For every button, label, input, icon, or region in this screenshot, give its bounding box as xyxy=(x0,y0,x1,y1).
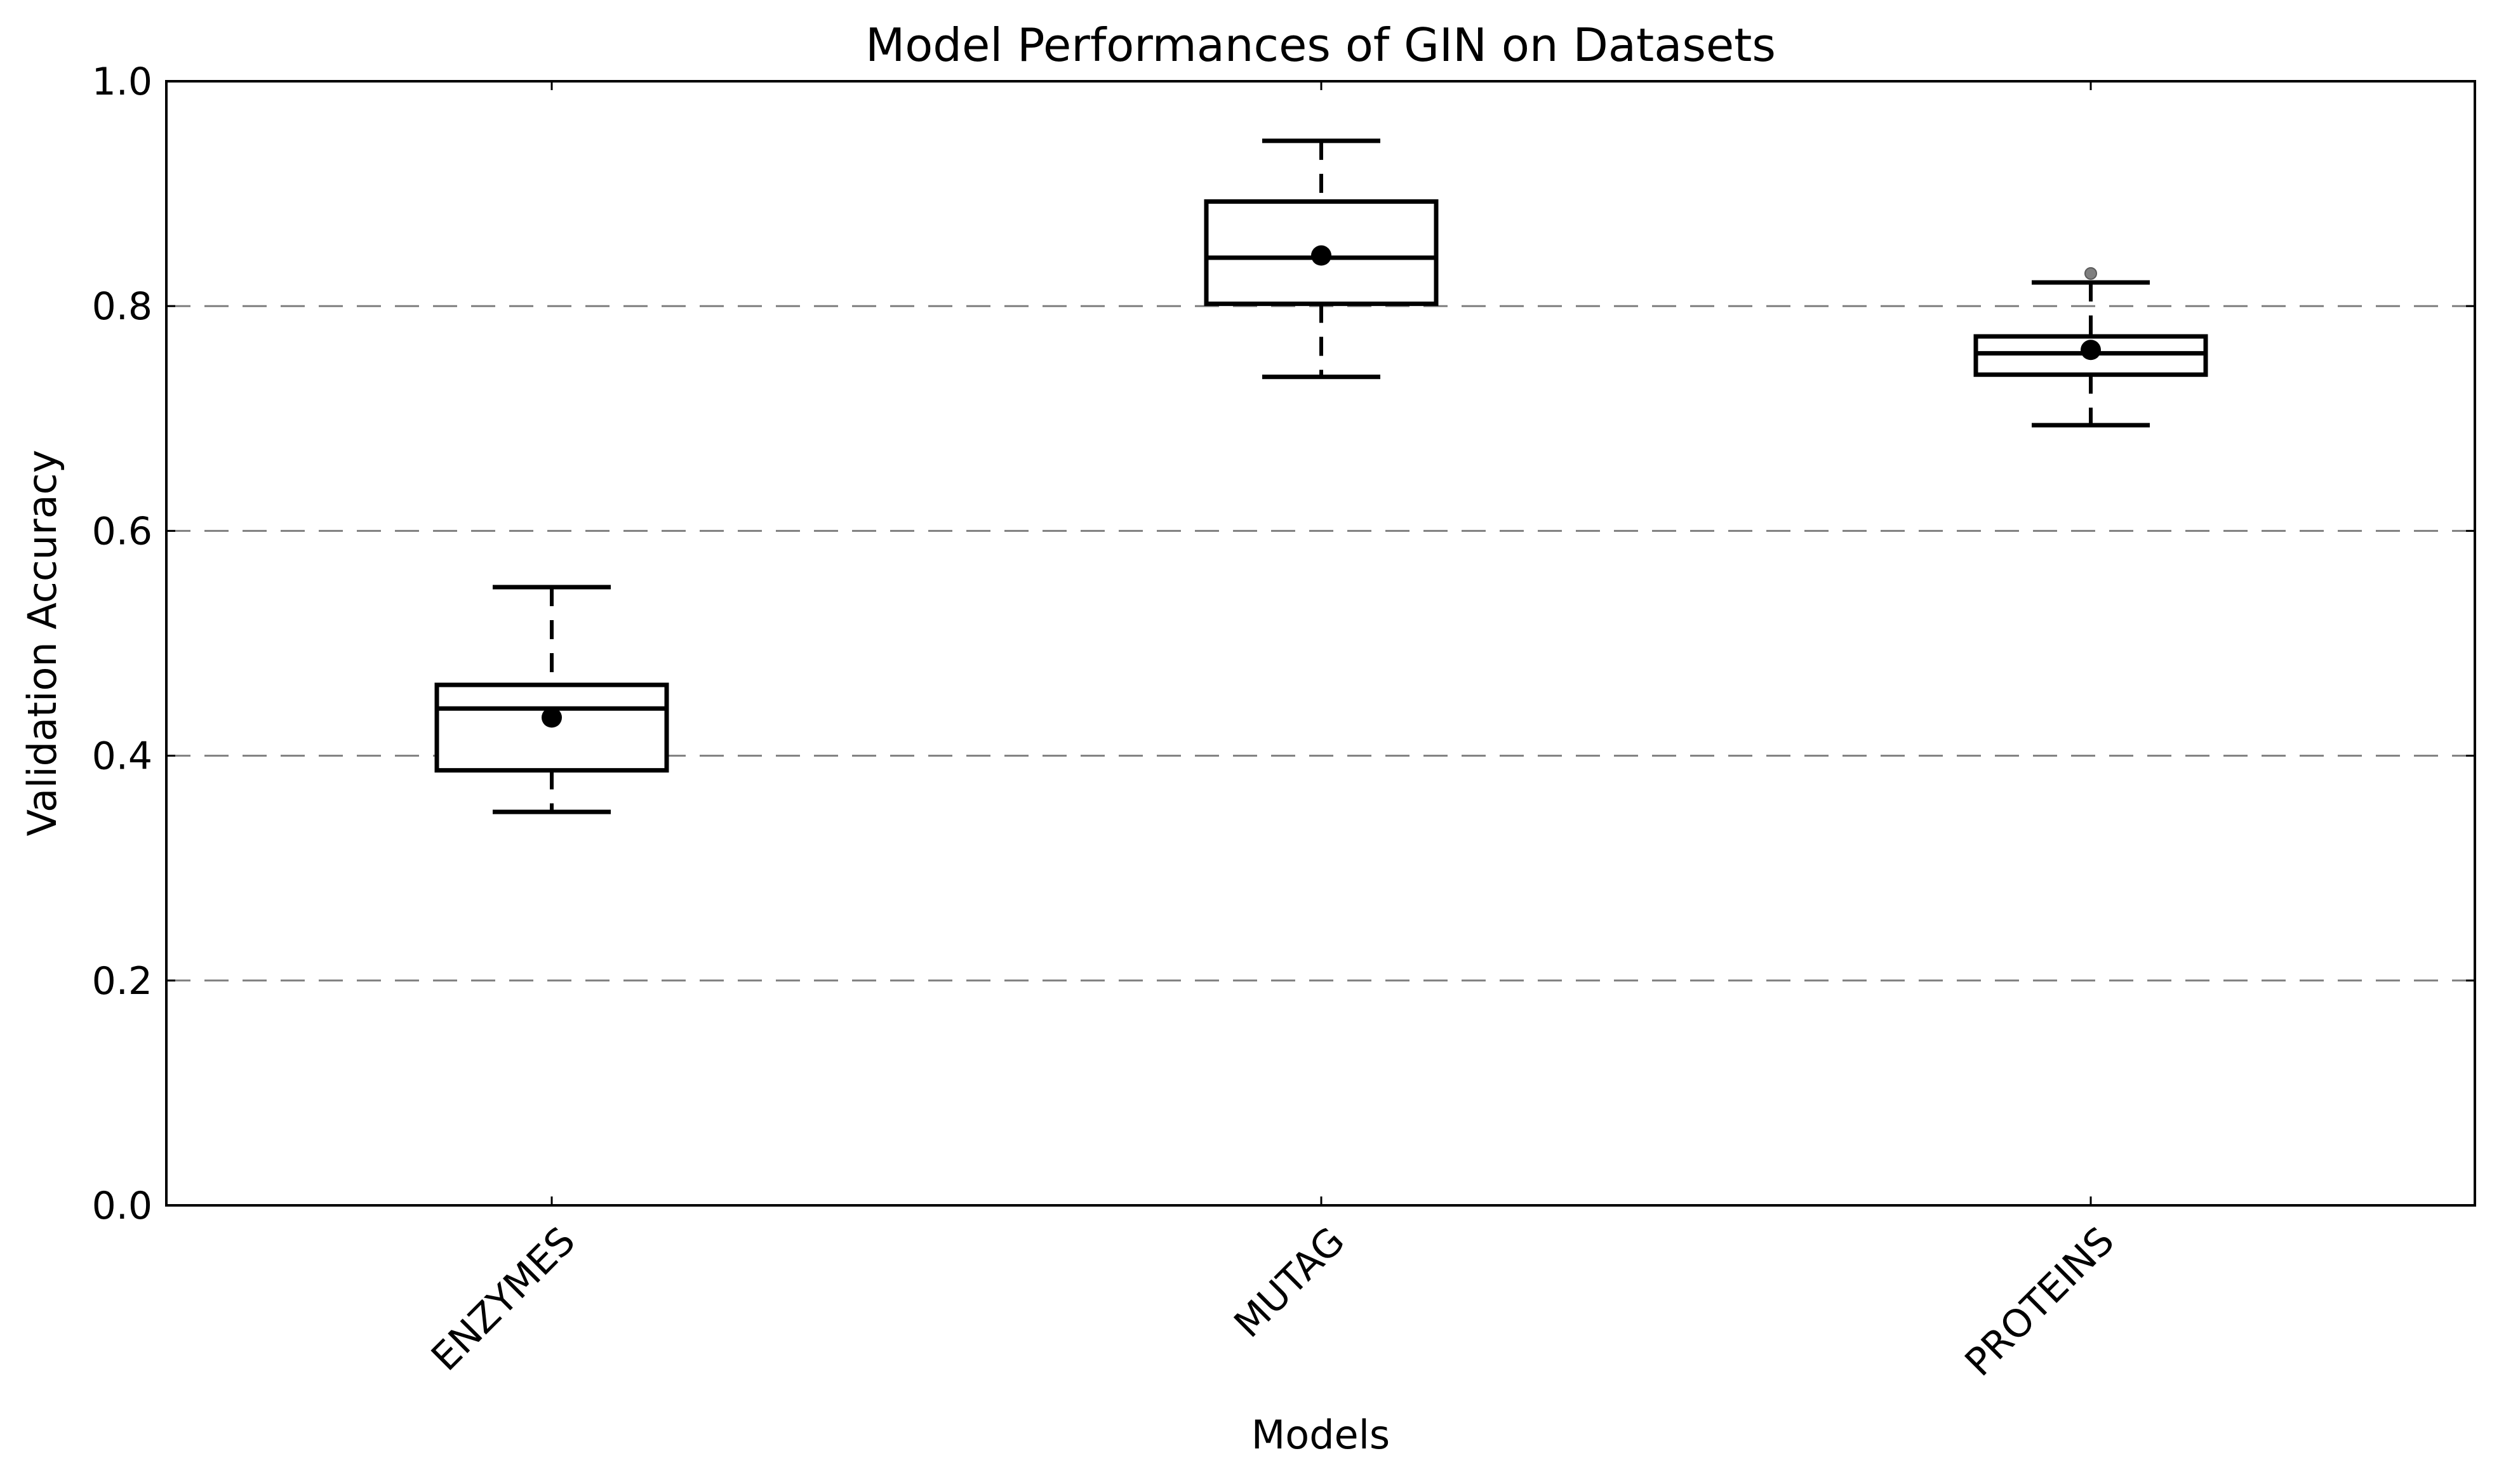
y-tick-label: 0.0 xyxy=(92,1184,152,1228)
mean-marker xyxy=(2081,340,2101,361)
x-tick-label-mutag: MUTAG xyxy=(1226,1219,1354,1346)
mean-marker xyxy=(542,707,562,728)
y-tick-label: 0.8 xyxy=(92,284,152,329)
grid-lines xyxy=(166,305,2475,982)
x-tick-label-proteins: PROTEINS xyxy=(1957,1219,2123,1385)
box-proteins xyxy=(1973,267,2208,428)
chart-title: Model Performances of GIN on Datasets xyxy=(865,18,1776,72)
y-tick-label: 1.0 xyxy=(92,60,152,104)
y-tick-label: 0.2 xyxy=(92,959,152,1004)
mean-marker xyxy=(1311,245,1331,266)
x-axis-label: Models xyxy=(1251,1412,1390,1458)
box-enzymes xyxy=(434,585,669,814)
boxes xyxy=(434,138,2208,814)
y-axis-label: Validation Accuracy xyxy=(19,450,65,837)
box-mutag xyxy=(1204,138,1439,380)
y-tick-label: 0.4 xyxy=(92,734,152,779)
x-tick-label-enzymes: ENZYMES xyxy=(423,1219,583,1379)
outlier-point xyxy=(2084,267,2097,280)
y-tick-label: 0.6 xyxy=(92,509,152,553)
